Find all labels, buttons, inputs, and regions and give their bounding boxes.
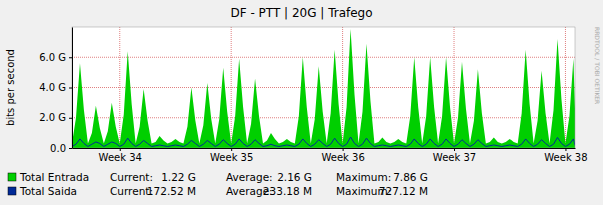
- legend-stat-value: 1.22 G: [161, 171, 196, 183]
- legend-stat-value: 233.18 M: [263, 185, 312, 197]
- legend-swatch: [8, 173, 16, 181]
- area: [72, 29, 575, 148]
- tick-mark: [69, 118, 72, 119]
- y-axis: 0.0 2.0 G 4.0 G 6.0 G: [39, 28, 72, 154]
- legend-stat-value: 172.52 M: [147, 185, 196, 197]
- tick: Week 34: [99, 148, 142, 163]
- tick-mark: [565, 148, 566, 151]
- tick: 2.0 G: [39, 112, 72, 123]
- tick-label: 2.0 G: [39, 112, 66, 123]
- y-grid-line: [72, 87, 575, 88]
- tick-label: 0.0: [50, 143, 66, 154]
- marks: [72, 29, 575, 148]
- title: DF - PTT | 20G | Trafego: [230, 6, 372, 20]
- tick-mark: [69, 88, 72, 89]
- tick: 0.0: [50, 143, 72, 154]
- axis-line: [72, 28, 73, 149]
- x-grid-line: [119, 27, 120, 148]
- tick: Week 37: [433, 148, 476, 163]
- legend-stat-name: Current:: [110, 171, 153, 183]
- tick: 6.0 G: [39, 52, 72, 63]
- line: [72, 137, 575, 146]
- x-grid-line: [565, 27, 566, 148]
- plot-frame: [72, 27, 575, 148]
- x-grid-line: [231, 27, 232, 148]
- tick-label: Week 38: [544, 152, 587, 163]
- tick: Week 36: [321, 148, 364, 163]
- legend-entry: Total Saida: [19, 185, 77, 197]
- legend-swatch: [8, 187, 16, 195]
- tick-label: 6.0 G: [39, 52, 66, 63]
- background: [0, 0, 603, 205]
- legend-stat-name: Maximum:: [336, 171, 391, 183]
- legend-stat-value: 2.16 G: [277, 171, 312, 183]
- tick-label: Week 37: [433, 152, 476, 163]
- tick-mark: [120, 148, 121, 151]
- tick-label: 4.0 G: [39, 82, 66, 93]
- tick-mark: [231, 148, 232, 151]
- legend-stat-name: Average:: [226, 171, 273, 183]
- y-axis-title: bits per second: [5, 49, 16, 126]
- x-grid-line: [454, 27, 455, 148]
- tick-mark: [69, 148, 72, 149]
- legend: Total Entrada Current: 1.22 G Average: 2.16 …: [8, 171, 428, 197]
- tick-mark: [454, 148, 455, 151]
- grid: [72, 27, 575, 148]
- tick-mark: [343, 148, 344, 151]
- plot-area: [72, 27, 575, 148]
- axis-line: [73, 148, 576, 149]
- legend-stat-value: 7.86 G: [393, 171, 428, 183]
- tick: Week 35: [210, 148, 253, 163]
- tick-mark: [69, 57, 72, 58]
- tick: 4.0 G: [39, 82, 72, 93]
- tick: Week 38: [544, 148, 587, 163]
- tick-label: Week 35: [210, 152, 253, 163]
- legend-entry: Total Entrada: [19, 171, 89, 183]
- watermark: RRDTOOL / TOBI OETIKER: [594, 27, 601, 104]
- x-grid-line: [342, 27, 343, 148]
- tick-label: Week 34: [99, 152, 142, 163]
- chart: DF - PTT | 20G | Trafego bits per second R…: [0, 0, 603, 205]
- y-grid-line: [72, 57, 575, 58]
- tick-label: Week 36: [321, 152, 364, 163]
- legend-stat-value: 727.12 M: [379, 185, 428, 197]
- x-axis: Week 34 Week 35 Week 36 Week 37 Week 38: [73, 148, 588, 163]
